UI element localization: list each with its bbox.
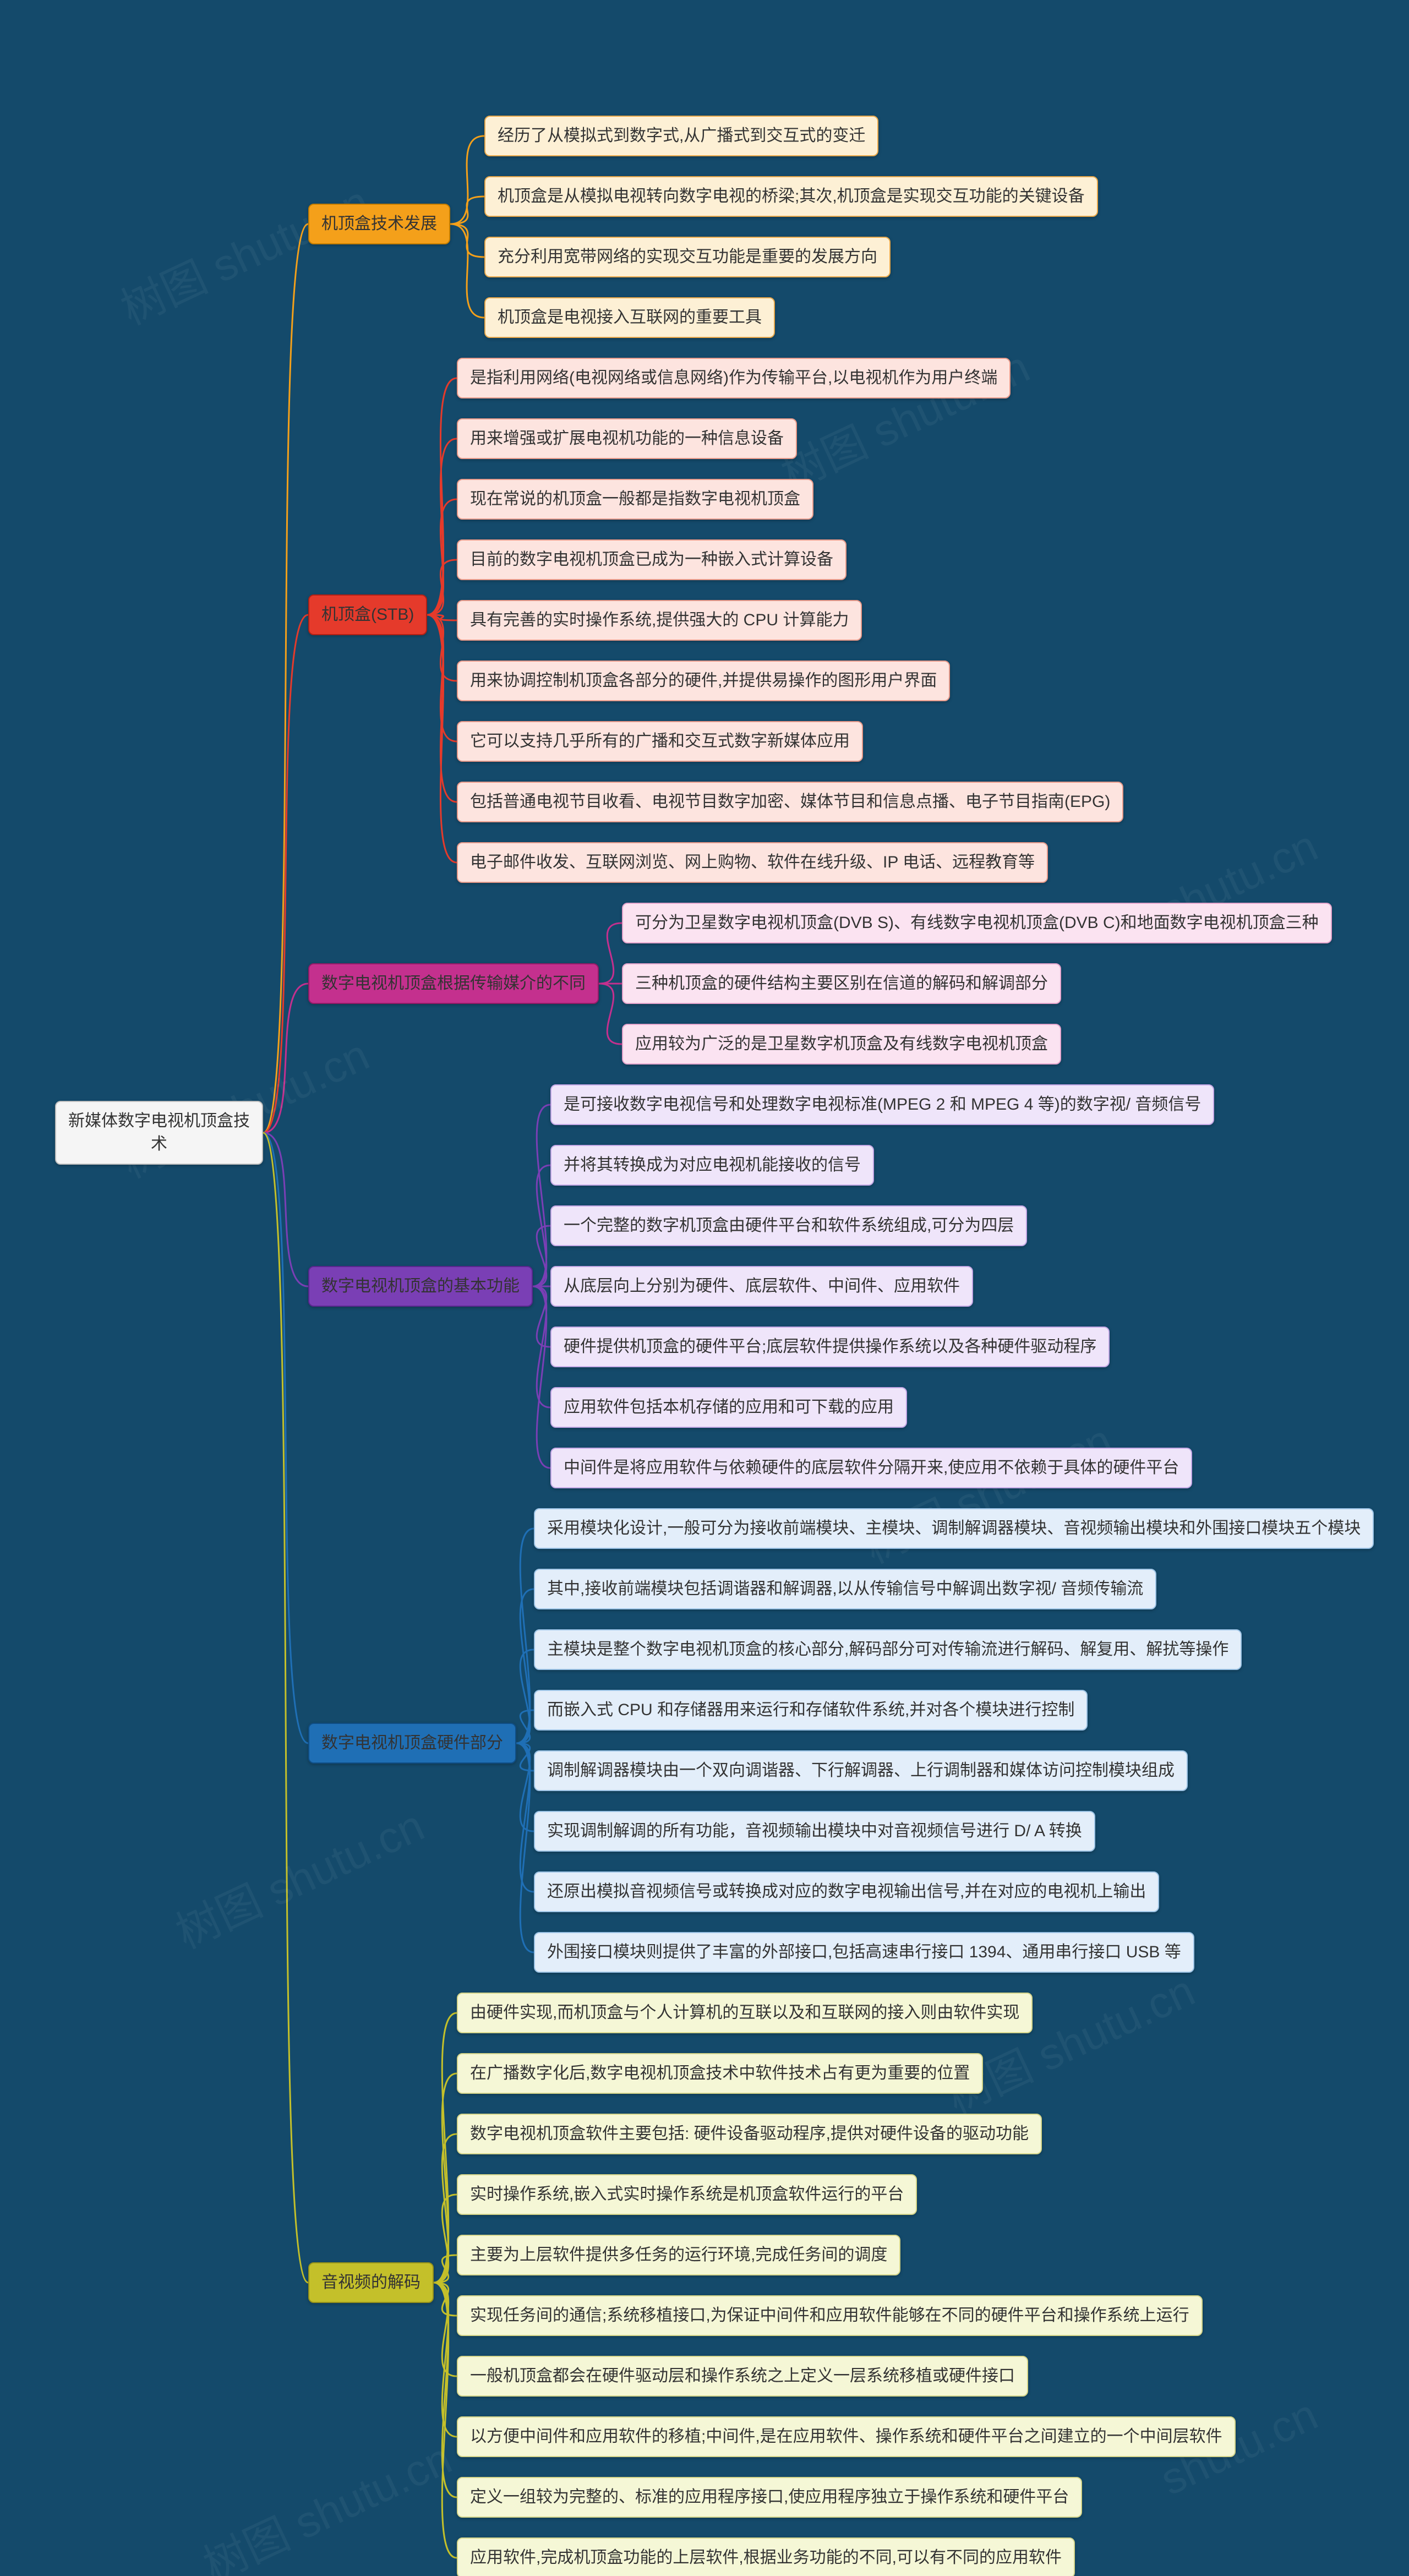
connector [427, 615, 457, 863]
watermark: 树图 shutu.cn [109, 167, 378, 337]
connector [516, 1743, 534, 1952]
leaf-node[interactable]: 调制解调器模块由一个双向调谐器、下行解调器、上行调制器和媒体访问控制模块组成 [534, 1750, 1188, 1791]
connector [450, 136, 484, 224]
leaf-node[interactable]: 定义一组较为完整的、标准的应用程序接口,使应用程序独立于操作系统和硬件平台 [457, 2477, 1082, 2518]
leaf-node[interactable]: 是可接收数字电视信号和处理数字电视标准(MPEG 2 和 MPEG 4 等)的数… [550, 1084, 1214, 1125]
leaf-node[interactable]: 包括普通电视节目收看、电视节目数字加密、媒体节目和信息点播、电子节目指南(EPG… [457, 782, 1123, 822]
connector [434, 2134, 457, 2283]
leaf-node[interactable]: 应用软件,完成机顶盒功能的上层软件,根据业务功能的不同,可以有不同的应用软件 [457, 2537, 1075, 2576]
connector [533, 1105, 550, 1286]
connector [450, 224, 484, 257]
leaf-node[interactable]: 而嵌入式 CPU 和存储器用来运行和存储软件系统,并对各个模块进行控制 [534, 1690, 1088, 1731]
connector [427, 615, 457, 741]
connector [427, 615, 457, 802]
branch-node[interactable]: 机顶盒技术发展 [308, 204, 450, 244]
leaf-node[interactable]: 应用较为广泛的是卫星数字机顶盒及有线数字电视机顶盒 [622, 1024, 1061, 1065]
connector [516, 1743, 534, 1892]
leaf-node[interactable]: 还原出模拟音视频信号或转换成对应的数字电视输出信号,并在对应的电视机上输出 [534, 1871, 1159, 1912]
connector [427, 499, 457, 615]
leaf-node[interactable]: 目前的数字电视机顶盒已成为一种嵌入式计算设备 [457, 539, 847, 580]
watermark: 树图 shutu.cn [164, 1791, 433, 1961]
connector [263, 224, 308, 1133]
leaf-node[interactable]: 以方便中间件和应用软件的移植;中间件,是在应用软件、操作系统和硬件平台之间建立的… [457, 2416, 1236, 2457]
leaf-node[interactable]: 实现调制解调的所有功能，音视频输出模块中对音视频信号进行 D/ A 转换 [534, 1811, 1095, 1852]
connector [533, 1286, 550, 1407]
leaf-node[interactable]: 其中,接收前端模块包括调谐器和解调器,以从传输信号中解调出数字视/ 音频传输流 [534, 1569, 1156, 1609]
connector [427, 560, 457, 615]
leaf-node[interactable]: 中间件是将应用软件与依赖硬件的底层软件分隔开来,使应用不依赖于具体的硬件平台 [550, 1448, 1192, 1488]
connector [434, 2283, 457, 2376]
leaf-node[interactable]: 用来增强或扩展电视机功能的一种信息设备 [457, 418, 797, 459]
connector [434, 2283, 457, 2558]
connector [516, 1589, 534, 1743]
leaf-node[interactable]: 采用模块化设计,一般可分为接收前端模块、主模块、调制解调器模块、音视频输出模块和… [534, 1508, 1374, 1549]
connector [434, 2283, 457, 2437]
leaf-node[interactable]: 并将其转换成为对应电视机能接收的信号 [550, 1145, 874, 1186]
leaf-node[interactable]: 它可以支持几乎所有的广播和交互式数字新媒体应用 [457, 721, 863, 762]
connector [516, 1710, 534, 1743]
connector [450, 224, 484, 318]
leaf-node[interactable]: 具有完善的实时操作系统,提供强大的 CPU 计算能力 [457, 600, 862, 641]
connector [533, 1165, 550, 1286]
connector [263, 1133, 308, 2283]
watermark: 树图 shutu.cn [852, 1405, 1121, 1576]
watermark: 树图 shutu.cn [192, 2424, 460, 2576]
leaf-node[interactable]: 由硬件实现,而机顶盒与个人计算机的互联以及和互联网的接入则由软件实现 [457, 1993, 1033, 2033]
leaf-node[interactable]: 主模块是整个数字电视机顶盒的核心部分,解码部分可对传输流进行解码、解复用、解扰等… [534, 1629, 1242, 1670]
leaf-node[interactable]: 经历了从模拟式到数字式,从广播式到交互式的变迁 [484, 116, 878, 156]
leaf-node[interactable]: 三种机顶盒的硬件结构主要区别在信道的解码和解调部分 [622, 963, 1061, 1004]
connector [450, 197, 484, 224]
connector [263, 1133, 308, 1286]
branch-node[interactable]: 音视频的解码 [308, 2262, 434, 2303]
connector [533, 1286, 550, 1347]
leaf-node[interactable]: 硬件提供机顶盒的硬件平台;底层软件提供操作系统以及各种硬件驱动程序 [550, 1327, 1110, 1367]
connector [263, 984, 308, 1133]
branch-node[interactable]: 数字电视机顶盒硬件部分 [308, 1723, 516, 1764]
connector [516, 1650, 534, 1743]
leaf-node[interactable]: 实现任务间的通信;系统移植接口,为保证中间件和应用软件能够在不同的硬件平台和操作… [457, 2295, 1203, 2336]
leaf-node[interactable]: 外围接口模块则提供了丰富的外部接口,包括高速串行接口 1394、通用串行接口 U… [534, 1932, 1194, 1973]
connector [434, 2283, 457, 2497]
leaf-node[interactable]: 主要为上层软件提供多任务的运行环境,完成任务间的调度 [457, 2235, 900, 2275]
leaf-node[interactable]: 充分利用宽带网络的实现交互功能是重要的发展方向 [484, 237, 891, 277]
connector [533, 1286, 550, 1468]
connector [599, 984, 622, 1044]
root-node[interactable]: 新媒体数字电视机顶盒技 术 [55, 1101, 263, 1165]
leaf-node[interactable]: 机顶盒是从模拟电视转向数字电视的桥梁;其次,机顶盒是实现交互功能的关键设备 [484, 176, 1098, 217]
leaf-node[interactable]: 用来协调控制机顶盒各部分的硬件,并提供易操作的图形用户界面 [457, 661, 950, 701]
connector [516, 1529, 534, 1743]
leaf-node[interactable]: 在广播数字化后,数字电视机顶盒技术中软件技术占有更为重要的位置 [457, 2053, 983, 2094]
leaf-node[interactable]: 现在常说的机顶盒一般都是指数字电视机顶盒 [457, 479, 813, 520]
branch-node[interactable]: 机顶盒(STB) [308, 594, 427, 635]
connector [516, 1743, 534, 1831]
connector [434, 2013, 457, 2283]
leaf-node[interactable]: 从底层向上分别为硬件、底层软件、中间件、应用软件 [550, 1266, 973, 1307]
connector [427, 615, 457, 620]
connector [434, 2255, 457, 2283]
leaf-node[interactable]: 可分为卫星数字电视机顶盒(DVB S)、有线数字电视机顶盒(DVB C)和地面数… [622, 903, 1332, 943]
connector [434, 2073, 457, 2283]
leaf-node[interactable]: 是指利用网络(电视网络或信息网络)作为传输平台,以电视机作为用户终端 [457, 358, 1011, 399]
connector [434, 2283, 457, 2316]
connector [434, 2195, 457, 2283]
mindmap-canvas: 树图 shutu.cn树图 shutu.cnshutu.cn树图 shutu.c… [0, 0, 1409, 2576]
branch-node[interactable]: 数字电视机顶盒的基本功能 [308, 1266, 533, 1307]
leaf-node[interactable]: 电子邮件收发、互联网浏览、网上购物、软件在线升级、IP 电话、远程教育等 [457, 842, 1048, 883]
connector [427, 378, 457, 615]
connector [599, 923, 622, 984]
connector [427, 615, 457, 681]
connector [263, 615, 308, 1133]
leaf-node[interactable]: 应用软件包括本机存储的应用和可下载的应用 [550, 1387, 907, 1428]
connector [533, 1226, 550, 1286]
leaf-node[interactable]: 一般机顶盒都会在硬件驱动层和操作系统之上定义一层系统移植或硬件接口 [457, 2356, 1028, 2397]
leaf-node[interactable]: 数字电视机顶盒软件主要包括: 硬件设备驱动程序,提供对硬件设备的驱动功能 [457, 2114, 1042, 2154]
connector [516, 1743, 534, 1771]
leaf-node[interactable]: 一个完整的数字机顶盒由硬件平台和软件系统组成,可分为四层 [550, 1205, 1027, 1246]
connector [427, 439, 457, 615]
connector [263, 1133, 308, 1743]
leaf-node[interactable]: 机顶盒是电视接入互联网的重要工具 [484, 297, 775, 338]
leaf-node[interactable]: 实时操作系统,嵌入式实时操作系统是机顶盒软件运行的平台 [457, 2174, 917, 2215]
watermark: 树图 shutu.cn [935, 1956, 1203, 2126]
branch-node[interactable]: 数字电视机顶盒根据传输媒介的不同 [308, 963, 599, 1004]
